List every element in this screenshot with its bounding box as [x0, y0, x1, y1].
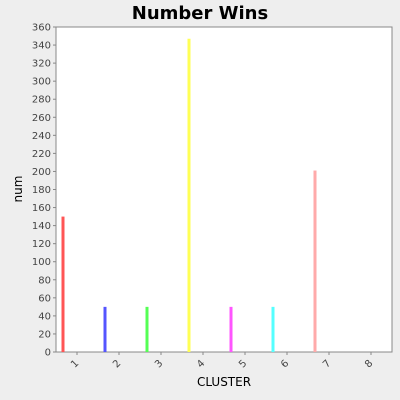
y-tick-label: 100	[32, 257, 51, 268]
y-tick-label: 220	[32, 149, 51, 160]
y-tick-label: 200	[32, 167, 51, 178]
x-axis-label: CLUSTER	[197, 375, 251, 389]
y-tick-label: 180	[32, 185, 51, 196]
bar-cluster-2	[103, 306, 107, 352]
y-tick-label: 120	[32, 239, 51, 250]
y-tick-label: 300	[32, 77, 51, 88]
bar-cluster-4	[187, 38, 191, 352]
plot-area	[55, 26, 393, 353]
y-axis-label: num	[11, 176, 25, 203]
y-tick-label: 40	[38, 311, 51, 322]
y-tick-label: 260	[32, 113, 51, 124]
y-tick-label: 340	[32, 41, 51, 52]
y-tick-label: 240	[32, 131, 51, 142]
bar-cluster-6	[271, 306, 275, 352]
bars	[61, 38, 317, 352]
y-tick-label: 360	[32, 23, 51, 34]
bar-cluster-3	[145, 306, 149, 352]
bar-cluster-1	[61, 216, 65, 352]
y-tick-label: 160	[32, 203, 51, 214]
y-tick-label: 20	[38, 329, 51, 340]
y-axis: 0 20 40 60 80 100 120 140 160 180 200 220 240 260 280 3…	[32, 23, 56, 359]
bar-cluster-7	[313, 170, 317, 352]
y-tick-label: 320	[32, 59, 51, 70]
y-tick-label: 80	[38, 275, 51, 286]
y-tick-label: 60	[38, 293, 51, 304]
y-tick-label: 0	[45, 348, 51, 359]
chart-title: Number Wins	[132, 3, 268, 24]
y-tick-label: 140	[32, 221, 51, 232]
bar-cluster-5	[229, 306, 233, 352]
y-tick-label: 280	[32, 95, 51, 106]
